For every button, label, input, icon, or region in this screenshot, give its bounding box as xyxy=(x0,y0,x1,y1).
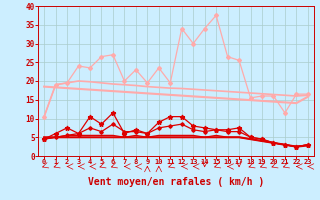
X-axis label: Vent moyen/en rafales ( km/h ): Vent moyen/en rafales ( km/h ) xyxy=(88,177,264,187)
